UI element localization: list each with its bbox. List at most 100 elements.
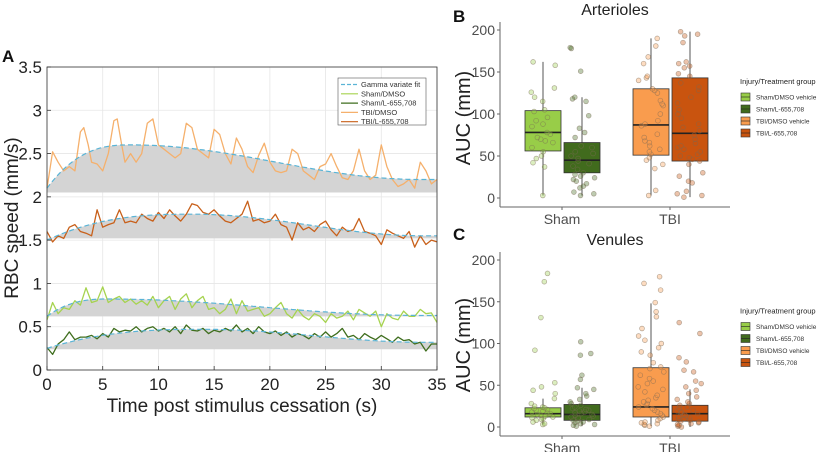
fit-area-tbi-l-655-708 xyxy=(47,214,437,241)
data-point-tbi-dmso-vehicle xyxy=(647,365,653,372)
panel-c-plot: 0 50 100 150 200 Sham TBI xyxy=(472,252,730,452)
data-point-sham-dmso-vehicle xyxy=(529,123,535,130)
box-group-sham-l-655-708 xyxy=(563,44,601,199)
legend-label-tbi-dmso-vehicle: TBI/DMSO vehicle xyxy=(756,348,810,355)
data-point-sham-l-655-708 xyxy=(588,350,594,357)
data-point-tbi-dmso-vehicle xyxy=(654,392,660,399)
data-point-tbi-l-655-708 xyxy=(680,124,686,131)
box-sham-dmso-vehicle xyxy=(524,110,562,152)
data-point-sham-l-655-708 xyxy=(572,134,578,141)
data-point-tbi-dmso-vehicle xyxy=(639,325,645,332)
data-point-sham-dmso-vehicle xyxy=(541,164,548,170)
legend-title: Injury/Treatment group xyxy=(740,77,816,86)
x-tick-label: 15 xyxy=(205,375,224,394)
y-tick-label: 2 xyxy=(33,188,42,207)
data-point-sham-dmso-vehicle xyxy=(551,395,558,402)
data-point-sham-l-655-708 xyxy=(583,390,589,397)
data-point-sham-dmso-vehicle xyxy=(544,129,550,136)
data-point-sham-l-655-708 xyxy=(591,175,598,181)
data-point-sham-dmso-vehicle xyxy=(540,192,546,199)
data-point-sham-l-655-708 xyxy=(591,421,598,428)
panel-a-y-ticks: 0 0.5 1 1.5 2 2.5 3 3.5 xyxy=(18,58,51,380)
data-point-sham-dmso-vehicle xyxy=(539,98,546,105)
box-group-tbi-dmso-vehicle xyxy=(632,273,670,429)
data-point-tbi-l-655-708 xyxy=(697,330,703,337)
data-point-tbi-dmso-vehicle xyxy=(657,287,664,293)
data-point-sham-l-655-708 xyxy=(572,404,578,410)
data-point-tbi-l-655-708 xyxy=(700,170,706,176)
data-point-tbi-dmso-vehicle xyxy=(638,349,645,355)
data-point-sham-l-655-708 xyxy=(580,419,586,425)
data-point-tbi-l-655-708 xyxy=(697,149,704,155)
data-point-sham-l-655-708 xyxy=(572,94,578,100)
legend-label-tbi-l-655-708: TBI/L-655,708 xyxy=(361,117,409,126)
data-point-tbi-l-655-708 xyxy=(685,399,691,405)
legend-label-tbi-dmso-vehicle: TBI/DMSO vehicle xyxy=(756,119,810,126)
data-point-tbi-l-655-708 xyxy=(676,319,682,326)
data-point-tbi-dmso-vehicle xyxy=(645,192,652,199)
data-point-tbi-l-655-708 xyxy=(678,115,685,121)
data-point-tbi-dmso-vehicle xyxy=(649,86,656,92)
data-point-tbi-l-655-708 xyxy=(696,419,702,425)
data-point-sham-dmso-vehicle xyxy=(540,121,546,127)
y-tick-label: 50 xyxy=(479,377,495,393)
data-point-sham-l-655-708 xyxy=(583,98,589,105)
data-point-sham-l-655-708 xyxy=(570,163,576,169)
data-point-tbi-l-655-708 xyxy=(675,111,681,117)
data-point-tbi-l-655-708 xyxy=(694,410,701,417)
x-tick-label: 20 xyxy=(260,375,279,394)
data-point-sham-dmso-vehicle xyxy=(529,415,535,421)
data-point-tbi-dmso-vehicle xyxy=(657,146,663,153)
x-tick-label-sham: Sham xyxy=(544,211,581,227)
data-point-sham-dmso-vehicle xyxy=(538,384,545,390)
data-point-tbi-dmso-vehicle xyxy=(654,131,661,137)
data-point-tbi-dmso-vehicle xyxy=(653,314,660,320)
data-point-sham-l-655-708 xyxy=(577,192,584,199)
data-point-tbi-dmso-vehicle xyxy=(635,384,641,390)
legend-label-tbi-l-655-708: TBI/L-655,708 xyxy=(756,131,798,138)
data-point-sham-l-655-708 xyxy=(581,129,588,136)
data-point-tbi-dmso-vehicle xyxy=(640,399,647,405)
y-tick-label: 0 xyxy=(487,190,495,206)
legend-title: Injury/Treatment group xyxy=(740,307,816,316)
data-point-tbi-l-655-708 xyxy=(696,158,703,164)
data-point-tbi-l-655-708 xyxy=(695,121,702,127)
x-tick-label-sham: Sham xyxy=(544,440,581,452)
data-point-tbi-dmso-vehicle xyxy=(640,60,647,67)
y-tick-label: 3 xyxy=(33,101,42,120)
data-point-tbi-l-655-708 xyxy=(677,153,684,159)
legend-label-sham-dmso: Sham/DMSO xyxy=(361,89,405,98)
data-point-tbi-dmso-vehicle xyxy=(645,54,651,60)
data-point-sham-dmso-vehicle xyxy=(530,59,536,65)
data-point-sham-dmso-vehicle xyxy=(547,131,554,137)
panel-letter-c: C xyxy=(453,225,465,244)
y-tick-label: 2.5 xyxy=(18,145,42,164)
data-point-tbi-l-655-708 xyxy=(681,146,687,153)
data-point-tbi-l-655-708 xyxy=(686,63,693,69)
data-point-sham-l-655-708 xyxy=(567,399,573,405)
x-tick-label: 0 xyxy=(42,375,51,394)
data-point-tbi-dmso-vehicle xyxy=(646,149,653,155)
data-point-tbi-dmso-vehicle xyxy=(646,139,653,146)
data-point-tbi-dmso-vehicle xyxy=(644,73,651,79)
data-point-tbi-dmso-vehicle xyxy=(658,340,665,347)
y-tick-label: 0 xyxy=(33,361,42,380)
legend-label-sham-dmso-vehicle: Sham/DMSO vehicle xyxy=(756,324,817,331)
panel-b-plot: 0 50 100 150 200 Sham TBI xyxy=(472,22,730,227)
data-point-tbi-dmso-vehicle xyxy=(657,364,664,370)
data-point-tbi-l-655-708 xyxy=(693,394,700,400)
x-tick-label: 30 xyxy=(372,375,391,394)
data-point-sham-dmso-vehicle xyxy=(533,417,540,424)
data-point-sham-l-655-708 xyxy=(576,408,583,414)
y-tick-label: 0 xyxy=(487,419,495,435)
data-point-tbi-l-655-708 xyxy=(685,178,692,184)
y-tick-label: 50 xyxy=(479,148,495,164)
panel-a-y-axis-title: RBC speed (mm/s) xyxy=(2,137,23,299)
data-point-sham-dmso-vehicle xyxy=(530,159,536,166)
data-point-tbi-l-655-708 xyxy=(676,173,683,179)
data-point-tbi-l-655-708 xyxy=(686,161,692,168)
data-point-tbi-dmso-vehicle xyxy=(645,397,651,404)
y-tick-label: 200 xyxy=(472,22,496,38)
data-point-sham-dmso-vehicle xyxy=(550,139,556,146)
box-group-tbi-dmso-vehicle xyxy=(632,35,670,199)
